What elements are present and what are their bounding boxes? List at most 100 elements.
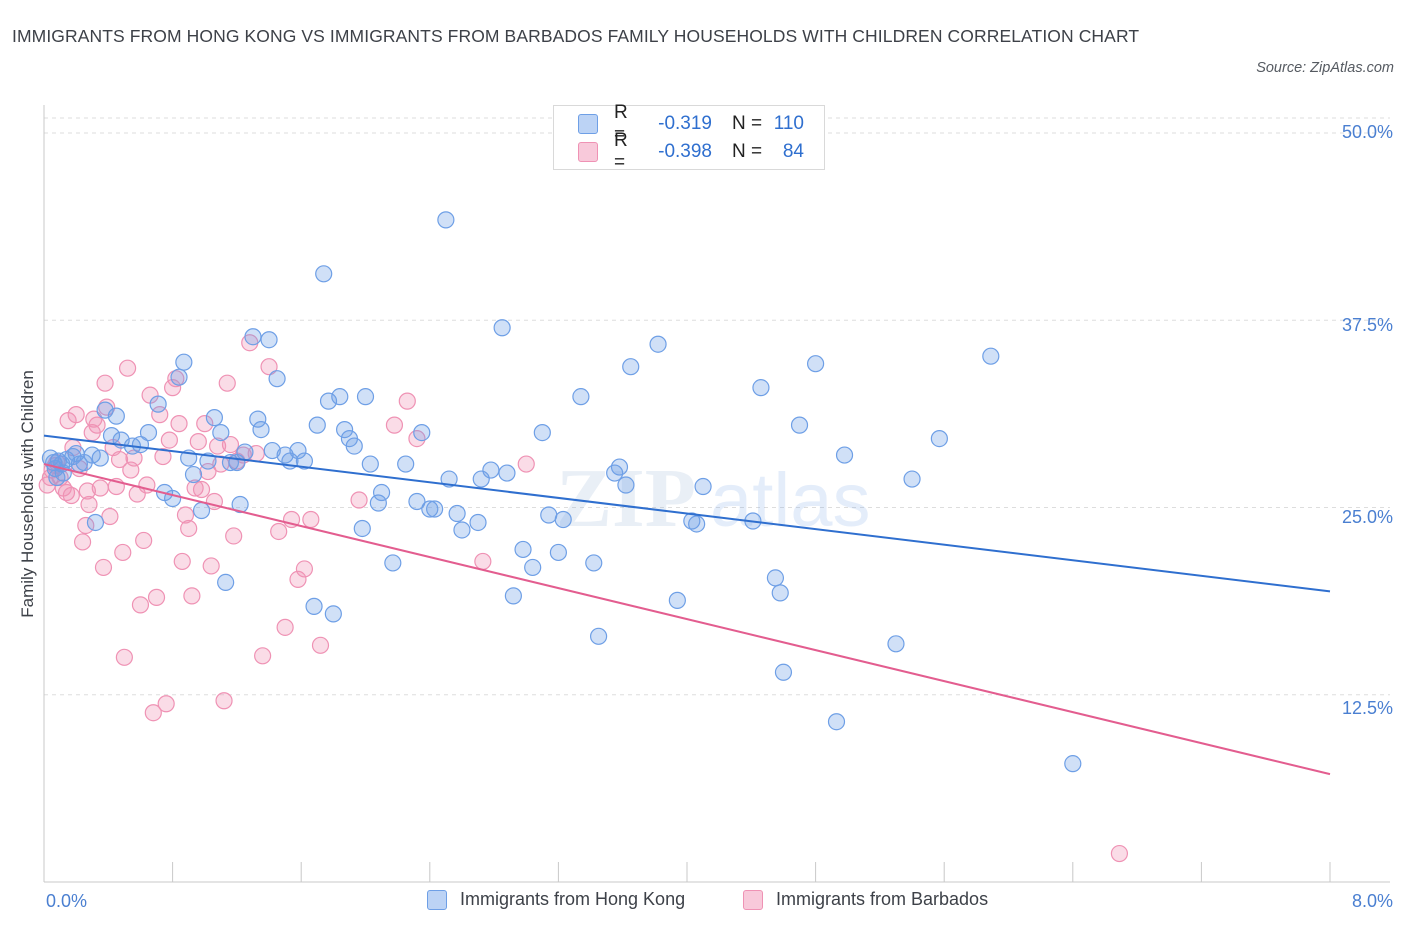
data-point-hong-kong <box>86 513 105 532</box>
data-point-hong-kong <box>572 388 590 406</box>
data-point-barbados <box>302 510 320 529</box>
data-point-hong-kong <box>252 421 270 439</box>
data-point-barbados <box>202 557 220 575</box>
legend-r-value: -0.398 <box>658 141 712 162</box>
y-axis-label: Family Households with Children <box>18 370 37 618</box>
bottom-legend-barbados: Immigrants from Barbados <box>743 889 988 910</box>
series-barbados-points <box>38 334 1129 863</box>
data-point-barbados <box>221 435 240 454</box>
data-point-hong-kong <box>493 319 511 337</box>
data-point-barbados <box>114 543 132 562</box>
trend-line-hong-kong <box>43 434 1331 593</box>
data-point-hong-kong <box>384 554 402 572</box>
data-point-hong-kong <box>212 424 230 442</box>
data-point-barbados <box>96 374 114 392</box>
data-point-barbados <box>260 358 278 376</box>
data-point-hong-kong <box>184 465 203 484</box>
x-tick-label: 0.0% <box>46 891 88 911</box>
y-tick-label: 50.0% <box>1341 122 1393 142</box>
data-point-barbados <box>115 648 133 666</box>
legend-swatch-hong-kong <box>578 114 598 134</box>
legend-r-label: R = <box>614 102 628 145</box>
data-point-hong-kong <box>585 554 603 572</box>
legend-n-value: 84 <box>782 141 804 162</box>
data-point-barbados <box>295 560 314 578</box>
data-point-hong-kong <box>440 470 458 488</box>
data-point-hong-kong <box>217 573 235 592</box>
data-point-barbados <box>225 527 243 545</box>
data-point-hong-kong <box>324 605 342 623</box>
data-point-hong-kong <box>305 597 323 615</box>
data-point-hong-kong <box>504 587 522 605</box>
watermark: ZIP atlas <box>556 452 871 545</box>
data-point-hong-kong <box>149 395 167 413</box>
data-point-hong-kong <box>554 510 572 529</box>
data-point-hong-kong <box>199 452 217 470</box>
data-point-hong-kong <box>308 416 326 434</box>
data-point-hong-kong <box>353 519 371 538</box>
data-point-hong-kong <box>610 458 629 476</box>
data-point-hong-kong <box>319 392 338 410</box>
data-point-hong-kong <box>683 512 701 530</box>
data-point-barbados <box>118 359 137 377</box>
axes <box>43 105 1390 883</box>
watermark-zip: ZIP <box>556 452 696 545</box>
data-point-barbados <box>101 507 119 526</box>
data-point-barbados <box>289 570 307 589</box>
data-point-barbados <box>474 552 492 571</box>
data-point-barbados <box>209 437 227 455</box>
data-point-hong-kong <box>249 410 267 428</box>
data-point-hong-kong <box>887 635 905 653</box>
data-point-hong-kong <box>589 627 608 645</box>
legend-swatch-barbados <box>743 889 763 910</box>
data-point-hong-kong <box>361 455 379 473</box>
legend-n-label: N = <box>732 113 763 134</box>
trend-line-barbados <box>43 463 1331 776</box>
y-tick-label: 12.5% <box>1341 698 1393 718</box>
data-point-barbados <box>110 450 129 469</box>
data-point-hong-kong <box>1064 755 1082 773</box>
data-point-barbados <box>192 480 211 499</box>
legend-r-label: R = <box>614 130 628 173</box>
grid-lines <box>44 117 1390 696</box>
data-point-hong-kong <box>774 663 793 681</box>
data-point-hong-kong <box>982 347 1000 365</box>
data-point-hong-kong <box>289 441 307 460</box>
data-point-barbados <box>517 455 535 473</box>
data-point-hong-kong <box>331 388 349 406</box>
source-attribution: Source: ZipAtlas.com <box>1256 60 1394 76</box>
data-point-hong-kong <box>668 591 686 609</box>
data-point-hong-kong <box>175 353 193 371</box>
data-point-hong-kong <box>694 477 712 496</box>
data-point-hong-kong <box>260 331 278 349</box>
data-point-hong-kong <box>336 421 354 439</box>
data-point-barbados <box>131 596 150 614</box>
legend-swatch-barbados <box>578 142 598 162</box>
data-point-hong-kong <box>413 424 431 442</box>
data-point-hong-kong <box>372 483 391 502</box>
data-point-hong-kong <box>930 429 948 448</box>
y-tick-label: 37.5% <box>1341 315 1393 335</box>
data-point-barbados <box>77 516 95 535</box>
data-point-hong-kong <box>771 584 789 602</box>
data-point-barbados <box>180 519 198 538</box>
trend-lines <box>43 434 1331 776</box>
data-point-barbados <box>62 486 80 505</box>
data-point-barbados <box>270 522 288 541</box>
data-point-hong-kong <box>533 424 551 442</box>
data-point-hong-kong <box>408 492 426 511</box>
data-point-barbados <box>173 552 191 571</box>
legend-label-hong-kong: Immigrants from Hong Kong <box>460 889 686 909</box>
data-point-hong-kong <box>549 543 568 562</box>
legend-r-value: -0.319 <box>658 113 712 134</box>
data-point-barbados <box>160 431 178 449</box>
legend-n-label: N = <box>732 141 763 162</box>
data-point-barbados <box>91 479 109 497</box>
data-point-hong-kong <box>752 379 770 397</box>
data-point-hong-kong <box>688 515 706 533</box>
data-point-hong-kong <box>514 540 532 559</box>
data-point-barbados <box>80 495 98 514</box>
data-point-barbados <box>183 587 201 605</box>
data-point-hong-kong <box>437 211 455 229</box>
data-point-barbados <box>1110 844 1129 863</box>
